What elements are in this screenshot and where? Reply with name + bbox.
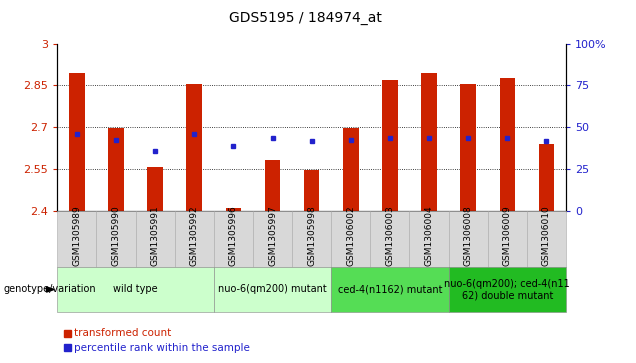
Text: GSM1306009: GSM1306009 [503,206,512,266]
Text: GSM1306008: GSM1306008 [464,206,473,266]
Text: GSM1305991: GSM1305991 [151,206,160,266]
Text: GSM1305989: GSM1305989 [73,206,81,266]
Text: GSM1306004: GSM1306004 [425,206,434,266]
Text: GSM1305996: GSM1305996 [229,206,238,266]
Bar [226,208,241,211]
Text: genotype/variation: genotype/variation [3,285,96,294]
Text: GSM1306010: GSM1306010 [542,206,551,266]
Bar [265,160,280,211]
Text: GDS5195 / 184974_at: GDS5195 / 184974_at [229,11,382,25]
Text: wild type: wild type [113,285,158,294]
Bar [304,170,319,211]
Text: GSM1305990: GSM1305990 [111,206,120,266]
Bar [421,73,437,211]
Text: GSM1305992: GSM1305992 [190,206,198,266]
Bar [69,73,85,211]
Bar [343,129,359,211]
Text: GSM1305997: GSM1305997 [268,206,277,266]
Bar [382,80,398,211]
Bar [460,84,476,211]
Text: GSM1306002: GSM1306002 [346,206,356,266]
Text: GSM1306003: GSM1306003 [385,206,394,266]
Bar [186,84,202,211]
Bar [499,78,515,211]
Bar [148,167,163,211]
Text: GSM1305998: GSM1305998 [307,206,316,266]
Text: nuo-6(qm200); ced-4(n11
62) double mutant: nuo-6(qm200); ced-4(n11 62) double mutan… [445,279,570,300]
Text: ced-4(n1162) mutant: ced-4(n1162) mutant [338,285,442,294]
Text: nuo-6(qm200) mutant: nuo-6(qm200) mutant [218,285,327,294]
Text: transformed count: transformed count [74,328,171,338]
Text: percentile rank within the sample: percentile rank within the sample [74,343,250,353]
Bar [539,144,555,211]
Bar [108,129,124,211]
